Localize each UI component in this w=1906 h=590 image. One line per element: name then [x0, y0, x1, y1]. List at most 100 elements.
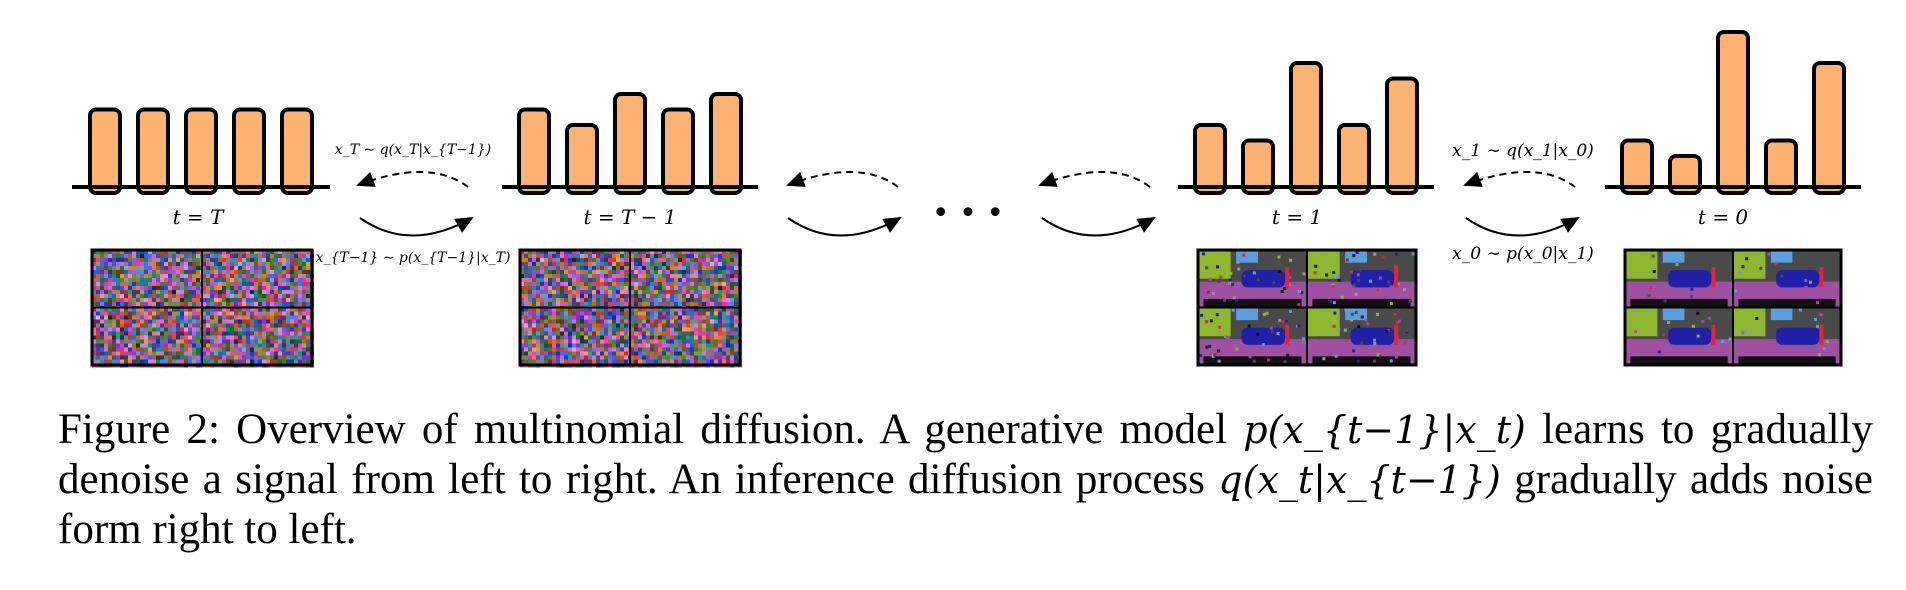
noise-pixel: [600, 331, 604, 336]
noise-pixel: [112, 355, 116, 360]
noise-pixel: [104, 351, 108, 356]
noise-pixel: [726, 274, 730, 278]
seg-noise-pixel: [1362, 291, 1366, 295]
noise-pixel: [532, 311, 536, 316]
noise-pixel: [560, 359, 564, 364]
noise-pixel: [214, 347, 218, 352]
noise-pixel: [604, 351, 608, 356]
noise-pixel: [630, 250, 634, 254]
seg-noise-pixel: [1208, 277, 1212, 281]
noise-pixel: [184, 319, 188, 324]
noise-pixel: [620, 254, 624, 258]
noise-pixel: [706, 286, 710, 290]
noise-pixel: [172, 331, 176, 336]
noise-pixel: [694, 270, 698, 274]
noise-pixel: [710, 270, 714, 274]
noise-pixel: [302, 315, 306, 320]
noise-pixel: [650, 307, 654, 312]
noise-pixel: [238, 347, 242, 352]
noise-pixel: [214, 270, 218, 274]
noise-pixel: [634, 266, 638, 270]
noise-pixel: [718, 307, 722, 312]
noise-pixel: [148, 262, 152, 266]
noise-pixel: [306, 343, 310, 348]
noise-pixel: [726, 294, 730, 298]
noise-pixel: [588, 331, 592, 336]
seg-region-ego-vehicle: [1203, 298, 1302, 308]
seg-noise-pixel: [1818, 353, 1822, 357]
noise-pixel: [588, 351, 592, 356]
noise-pixel: [250, 335, 254, 340]
noise-pixel: [730, 343, 734, 348]
noise-pixel: [686, 343, 690, 348]
noise-pixel: [116, 290, 120, 294]
noise-pixel: [136, 282, 140, 286]
noise-pixel: [568, 355, 572, 360]
noise-pixel: [630, 351, 634, 356]
noise-pixel: [646, 323, 650, 328]
noise-pixel: [572, 355, 576, 360]
noise-pixel: [520, 254, 524, 258]
noise-pixel: [226, 270, 230, 274]
noise-pixel: [160, 359, 164, 364]
noise-pixel: [624, 315, 628, 320]
noise-pixel: [218, 331, 222, 336]
noise-pixel: [674, 302, 678, 306]
noise-pixel: [266, 315, 270, 320]
noise-pixel: [634, 311, 638, 316]
noise-pixel: [616, 270, 620, 274]
noise-pixel: [646, 282, 650, 286]
seg-region-sky: [1345, 250, 1367, 263]
noise-pixel: [674, 294, 678, 298]
noise-pixel: [218, 311, 222, 316]
noise-pixel: [136, 270, 140, 274]
noise-pixel: [188, 274, 192, 278]
noise-pixel: [218, 250, 222, 254]
noise-pixel: [552, 266, 556, 270]
noise-pixel: [196, 250, 200, 254]
noise-pixel: [608, 319, 612, 324]
noise-pixel: [124, 270, 128, 274]
noise-pixel: [608, 286, 612, 290]
seg-noise-pixel: [1280, 289, 1284, 293]
noise-pixel: [180, 359, 184, 364]
noise-pixel: [144, 266, 148, 270]
noise-pixel: [646, 278, 650, 282]
noise-pixel: [238, 266, 242, 270]
noise-pixel: [116, 302, 120, 306]
noise-pixel: [520, 270, 524, 274]
noise-pixel: [654, 347, 658, 352]
noise-pixel: [282, 327, 286, 332]
noise-pixel: [282, 355, 286, 360]
noise-pixel: [568, 319, 572, 324]
noise-pixel: [690, 347, 694, 352]
noise-pixel: [544, 343, 548, 348]
noise-pixel: [730, 266, 734, 270]
seg-noise-pixel: [1376, 288, 1380, 292]
noise-pixel: [266, 254, 270, 258]
noise-pixel: [730, 351, 734, 356]
noise-pixel: [180, 335, 184, 340]
noise-pixel: [666, 323, 670, 328]
noise-pixel: [140, 290, 144, 294]
noise-pixel: [156, 290, 160, 294]
noise-pixel: [302, 298, 306, 302]
noise-pixel: [112, 290, 116, 294]
noise-pixel: [246, 294, 250, 298]
noise-pixel: [282, 266, 286, 270]
noise-pixel: [104, 355, 108, 360]
noise-pixel: [568, 298, 572, 302]
noise-pixel: [616, 311, 620, 316]
noise-pixel: [140, 278, 144, 282]
noise-pixel: [226, 250, 230, 254]
seg-noise-pixel: [1215, 313, 1219, 317]
noise-pixel: [234, 266, 238, 270]
noise-pixel: [206, 286, 210, 290]
noise-pixel: [638, 323, 642, 328]
noise-pixel: [572, 347, 576, 352]
noise-pixel: [620, 282, 624, 286]
noise-pixel: [702, 355, 706, 360]
noise-pixel: [246, 331, 250, 336]
noise-pixel: [706, 327, 710, 332]
noise-pixel: [698, 302, 702, 306]
